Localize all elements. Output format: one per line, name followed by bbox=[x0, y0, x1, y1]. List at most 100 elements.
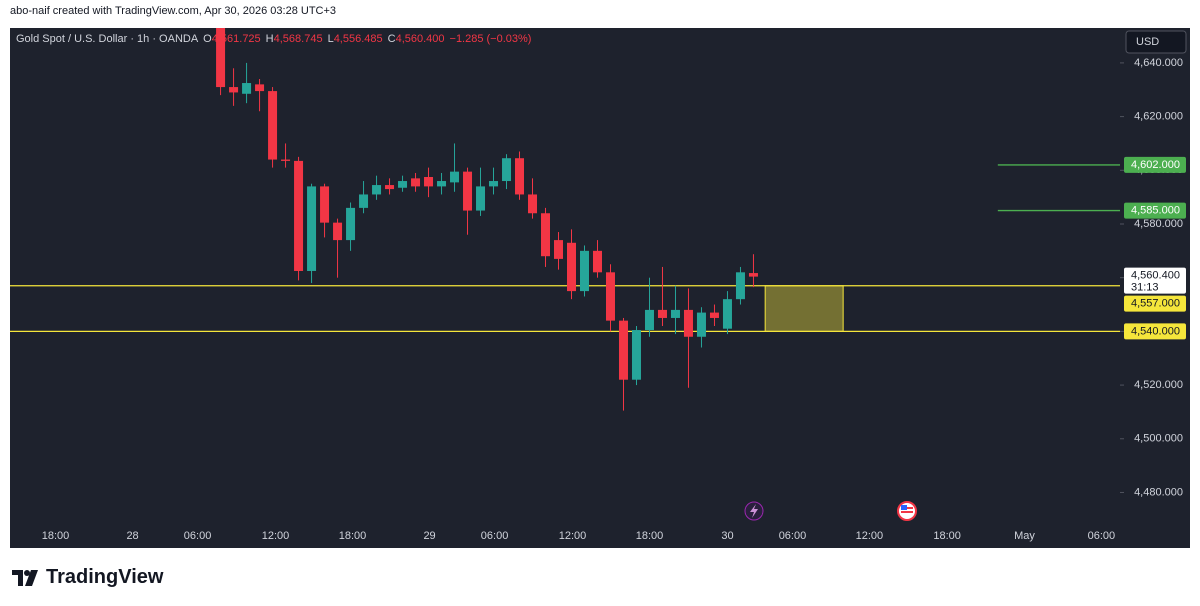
candle-body bbox=[372, 185, 382, 195]
candle-body bbox=[346, 207, 356, 241]
y-tick-label: 4,500.000 bbox=[1134, 433, 1183, 445]
candle-body bbox=[631, 330, 641, 380]
level-label: 4,585.000 bbox=[1131, 204, 1180, 216]
x-tick-label: 12:00 bbox=[262, 530, 290, 542]
price-axis: 4,480.000 4,500.000 4,520.000 4,540.000 4,56… bbox=[1120, 57, 1186, 498]
level-label-box bbox=[1124, 295, 1186, 312]
candle-body bbox=[437, 181, 447, 187]
level-label-box bbox=[1124, 156, 1186, 173]
candle-body bbox=[294, 160, 304, 271]
zone bbox=[764, 285, 844, 332]
candle-body bbox=[579, 250, 589, 292]
change: −1.285 (−0.03%) bbox=[449, 33, 532, 45]
candle-body bbox=[722, 299, 732, 329]
ohlc-key: C bbox=[387, 33, 396, 45]
us-event-icon[interactable] bbox=[897, 501, 917, 521]
candle-body bbox=[696, 312, 706, 337]
y-tick-label: 4,580.000 bbox=[1134, 218, 1183, 230]
candle-body bbox=[307, 186, 317, 271]
y-tick-label: 4,640.000 bbox=[1134, 57, 1183, 69]
x-tick-label: 06:00 bbox=[1088, 530, 1116, 542]
event-icon[interactable] bbox=[744, 501, 764, 521]
ohlc-key: H bbox=[265, 33, 274, 45]
plot-area bbox=[10, 28, 1120, 411]
countdown: 31:13 bbox=[1131, 282, 1159, 294]
x-tick-label: 06:00 bbox=[481, 530, 509, 542]
candle-body bbox=[566, 242, 576, 292]
candle-body bbox=[605, 272, 615, 321]
x-tick-label: 18:00 bbox=[933, 530, 961, 542]
candle-body bbox=[709, 312, 719, 318]
chart-panel bbox=[10, 28, 1190, 548]
x-tick-label: 12:00 bbox=[856, 530, 884, 542]
level-label-box bbox=[1124, 323, 1186, 340]
x-tick-label: 29 bbox=[423, 530, 435, 542]
currency-label: USD bbox=[1136, 36, 1159, 48]
candle-body bbox=[476, 186, 486, 211]
x-tick-label: 18:00 bbox=[42, 530, 70, 542]
brand-logo bbox=[12, 569, 38, 586]
candle-body bbox=[683, 309, 693, 337]
candle-body bbox=[554, 240, 564, 259]
last-price-box bbox=[1124, 267, 1186, 294]
x-tick-label: 06:00 bbox=[184, 530, 212, 542]
candle-body bbox=[592, 250, 602, 273]
candle-body bbox=[735, 272, 745, 300]
candle-body bbox=[670, 309, 680, 318]
ohlc-values: O4,561.725 H4,568.745 L4,556.485 C4,560.400 bbox=[203, 33, 449, 45]
x-tick-label: 18:00 bbox=[339, 530, 367, 542]
level-label: 4,557.000 bbox=[1131, 298, 1180, 310]
x-tick-label: 18:00 bbox=[636, 530, 664, 542]
x-tick-label: 12:00 bbox=[559, 530, 587, 542]
level-label-box bbox=[1124, 202, 1186, 219]
level-label: 4,602.000 bbox=[1131, 159, 1180, 171]
legend: Gold Spot / U.S. Dollar · 1h · OANDA O4,5… bbox=[16, 33, 536, 45]
candle-body bbox=[657, 309, 667, 318]
flag-stripe bbox=[901, 511, 913, 513]
ohlc-value: 4,560.400 bbox=[395, 33, 445, 45]
ohlc-key: L bbox=[327, 33, 334, 45]
ohlc-value: 4,568.745 bbox=[273, 33, 323, 45]
last-price-label: 4,560.400 bbox=[1131, 270, 1180, 282]
brand-name: TradingView bbox=[46, 566, 164, 588]
flag-canton bbox=[901, 505, 907, 510]
ohlc-value: 4,561.725 bbox=[211, 33, 261, 45]
candle-body bbox=[541, 213, 551, 257]
lightning bbox=[750, 504, 758, 518]
candle-body bbox=[463, 171, 473, 211]
candle-body bbox=[424, 177, 434, 187]
x-tick-label: 30 bbox=[721, 530, 733, 542]
candle-body bbox=[515, 158, 525, 195]
candle-body bbox=[644, 309, 654, 331]
candle-body bbox=[320, 186, 330, 223]
candle-body bbox=[255, 84, 265, 92]
candle-body bbox=[489, 181, 499, 187]
candle-body bbox=[268, 91, 278, 160]
currency-button[interactable] bbox=[1125, 30, 1187, 54]
candle-body bbox=[618, 320, 628, 380]
ohlc-value: 4,556.485 bbox=[333, 33, 383, 45]
candle-body bbox=[281, 159, 291, 161]
candle-body bbox=[411, 178, 421, 187]
y-tick-label: 4,620.000 bbox=[1134, 111, 1183, 123]
symbol-title: Gold Spot / U.S. Dollar · 1h · OANDA bbox=[16, 33, 199, 45]
candle-body bbox=[333, 222, 343, 241]
candle-body bbox=[450, 171, 460, 183]
y-tick-label: 4,520.000 bbox=[1134, 379, 1183, 391]
candle-body bbox=[242, 83, 252, 94]
candle-body bbox=[528, 194, 538, 214]
candle-body bbox=[748, 273, 758, 277]
x-tick-label: May bbox=[1014, 530, 1035, 542]
x-tick-label: 06:00 bbox=[779, 530, 807, 542]
candle-body bbox=[216, 28, 226, 88]
candle-body bbox=[229, 87, 239, 93]
ohlc-key: O bbox=[203, 33, 212, 45]
y-tick-label: 4,480.000 bbox=[1134, 486, 1183, 498]
candle-body bbox=[385, 185, 395, 190]
candle-body bbox=[502, 158, 512, 182]
credit: abo-naif created with TradingView.com, A… bbox=[10, 5, 337, 17]
footer: TradingView bbox=[12, 566, 163, 589]
level-label: 4,540.000 bbox=[1131, 325, 1180, 337]
candle-body bbox=[359, 194, 369, 208]
